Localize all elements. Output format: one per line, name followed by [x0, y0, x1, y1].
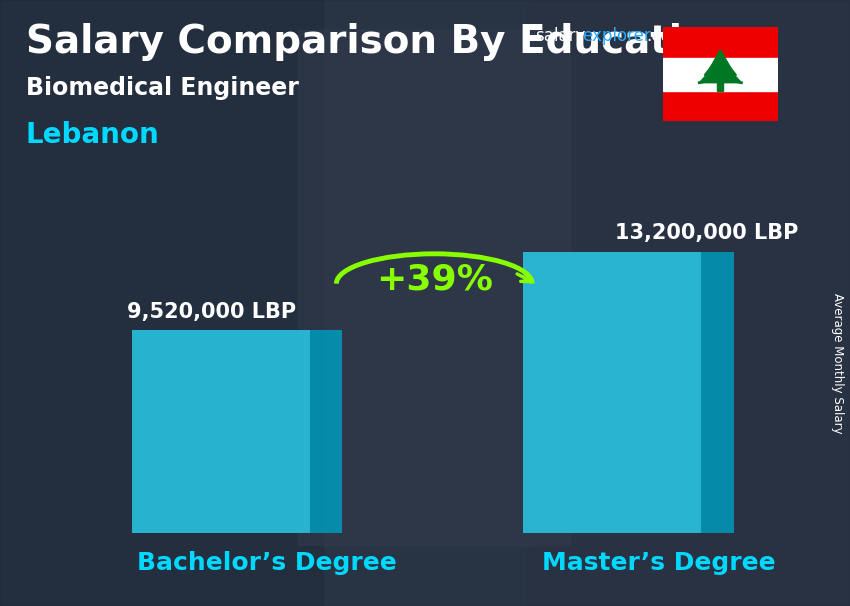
- Bar: [524, 252, 701, 533]
- Bar: [717, 81, 723, 91]
- Polygon shape: [701, 252, 734, 533]
- Text: Bachelor’s Degree: Bachelor’s Degree: [138, 551, 397, 576]
- Text: Master’s Degree: Master’s Degree: [542, 551, 776, 576]
- Bar: [663, 27, 778, 58]
- Text: Average Monthly Salary: Average Monthly Salary: [830, 293, 844, 434]
- Bar: [0, 0, 323, 606]
- Text: explorer: explorer: [582, 27, 651, 45]
- Polygon shape: [309, 330, 342, 533]
- Text: 9,520,000 LBP: 9,520,000 LBP: [128, 302, 297, 322]
- Polygon shape: [700, 60, 741, 82]
- Polygon shape: [710, 50, 731, 68]
- Text: Lebanon: Lebanon: [26, 121, 159, 149]
- Bar: [298, 30, 570, 545]
- Bar: [132, 330, 309, 533]
- Bar: [663, 91, 778, 121]
- Polygon shape: [705, 55, 736, 75]
- Bar: [663, 58, 778, 91]
- Text: Salary Comparison By Education: Salary Comparison By Education: [26, 22, 736, 61]
- Text: salary: salary: [536, 27, 586, 45]
- Text: 13,200,000 LBP: 13,200,000 LBP: [615, 223, 798, 243]
- Text: Biomedical Engineer: Biomedical Engineer: [26, 76, 298, 100]
- Text: .com: .com: [646, 27, 687, 45]
- Text: +39%: +39%: [376, 262, 493, 296]
- Bar: [527, 0, 850, 606]
